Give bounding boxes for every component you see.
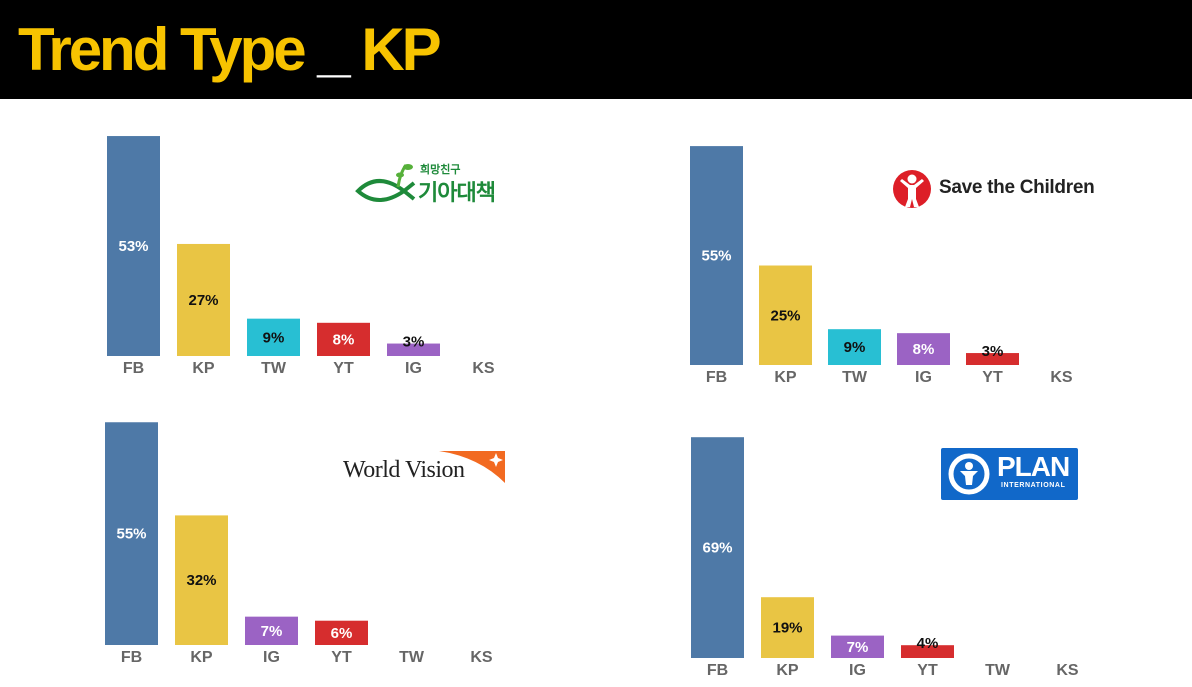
child-figure-icon — [893, 170, 931, 208]
bar-ig — [897, 333, 950, 365]
category-label-ks: KS — [1050, 369, 1073, 386]
wv-logo: World Vision — [343, 447, 513, 489]
category-label-ks: KS — [470, 649, 493, 666]
chart-panel-stc: 55% FB 25% KP 9% TW 8% IG 3% YT KS Save the Childr… — [596, 99, 1192, 389]
bar-kp — [175, 515, 228, 645]
data-label-yt: 8% — [333, 331, 355, 348]
category-label-ks: KS — [472, 360, 495, 377]
data-label-yt: 3% — [982, 343, 1004, 360]
bar-yt — [315, 620, 368, 645]
data-label-ig: 3% — [403, 334, 425, 351]
category-label-tw: TW — [399, 649, 425, 666]
data-label-kp: 25% — [770, 307, 800, 324]
title-kp: KP — [361, 16, 441, 83]
bar-chart-plan: 69% FB 19% KP 7% IG 4% YT TW KS — [691, 437, 1079, 679]
category-label-fb: FB — [123, 360, 144, 377]
plan-logo: PLAN INTERNATIONAL — [941, 448, 1078, 500]
bar-tw — [247, 318, 300, 356]
fish-sprout-icon — [355, 164, 416, 202]
category-label-tw: TW — [842, 369, 868, 386]
bar-chart-kiabo: 53% FB 27% KP 9% TW 8% YT 3% IG KS — [107, 136, 495, 377]
category-label-tw: TW — [261, 360, 287, 377]
category-label-kp: KP — [776, 662, 799, 679]
category-label-yt: YT — [982, 369, 1003, 386]
bar-fb — [107, 136, 160, 356]
category-label-yt: YT — [917, 662, 938, 679]
bar-chart-stc: 55% FB 25% KP 9% TW 8% IG 3% YT KS — [690, 146, 1073, 386]
category-label-tw: TW — [985, 662, 1011, 679]
bar-ig — [831, 635, 884, 658]
bar-yt — [966, 353, 1019, 365]
bar-yt — [317, 322, 370, 356]
globe-figure-icon — [948, 453, 990, 495]
bar-ig — [245, 616, 298, 645]
data-label-ig: 8% — [913, 341, 935, 358]
stc-name: Save the Children — [939, 177, 1095, 198]
data-label-kp: 32% — [186, 572, 216, 589]
category-label-kp: KP — [774, 369, 797, 386]
category-label-yt: YT — [333, 360, 354, 377]
category-label-fb: FB — [121, 649, 142, 666]
header-bar: Trend Type _ KP — [0, 0, 1192, 99]
kiabo-logo: 희망친구 기아대책 — [354, 161, 514, 211]
wv-name: World Vision — [343, 457, 465, 483]
wv-swoosh-icon — [439, 451, 505, 483]
kiabo-subtext: 희망친구 — [420, 163, 461, 176]
category-label-kp: KP — [190, 649, 213, 666]
category-label-kp: KP — [192, 360, 215, 377]
data-label-tw: 9% — [844, 339, 866, 356]
data-label-fb: 55% — [701, 248, 731, 265]
category-label-fb: FB — [706, 369, 727, 386]
data-label-yt: 6% — [331, 625, 353, 642]
bar-kp — [761, 597, 814, 658]
bar-ig — [387, 343, 440, 356]
plan-name: PLAN — [997, 451, 1070, 482]
bar-tw — [828, 329, 881, 365]
stc-logo: Save the Children — [892, 169, 1112, 211]
data-label-ig: 7% — [847, 639, 869, 656]
plan-subtext: INTERNATIONAL — [1001, 482, 1066, 489]
bar-kp — [177, 243, 230, 356]
bar-fb — [691, 437, 744, 658]
category-label-yt: YT — [331, 649, 352, 666]
chart-panel-wv: 55% FB 32% KP 7% IG 6% YT TW KS World Vision — [0, 389, 596, 687]
bar-kp — [759, 265, 812, 365]
category-label-ig: IG — [849, 662, 866, 679]
bar-yt — [901, 645, 954, 658]
data-label-fb: 55% — [116, 526, 146, 543]
bar-fb — [690, 146, 743, 365]
data-label-ig: 7% — [261, 623, 283, 640]
category-label-ig: IG — [263, 649, 280, 666]
data-label-yt: 4% — [917, 635, 939, 652]
page-title: Trend Type _ KP — [18, 14, 442, 86]
category-label-ks: KS — [1056, 662, 1079, 679]
category-label-ig: IG — [915, 369, 932, 386]
title-separator: _ — [317, 16, 350, 83]
category-label-ig: IG — [405, 360, 422, 377]
data-label-tw: 9% — [263, 329, 285, 346]
data-label-fb: 69% — [702, 540, 732, 557]
chart-panel-kiabo: 53% FB 27% KP 9% TW 8% YT 3% IG KS 희망친구 기아대책 — [0, 99, 596, 389]
data-label-kp: 27% — [188, 292, 218, 309]
bar-chart-wv: 55% FB 32% KP 7% IG 6% YT TW KS — [105, 422, 493, 666]
bar-fb — [105, 422, 158, 645]
data-label-fb: 53% — [118, 238, 148, 255]
category-label-fb: FB — [707, 662, 728, 679]
chart-panel-plan: 69% FB 19% KP 7% IG 4% YT TW KS PLAN INTERNATIONA… — [596, 389, 1192, 687]
kiabo-name: 기아대책 — [418, 181, 496, 206]
data-label-kp: 19% — [772, 620, 802, 637]
title-trend: Trend Type — [18, 16, 307, 83]
